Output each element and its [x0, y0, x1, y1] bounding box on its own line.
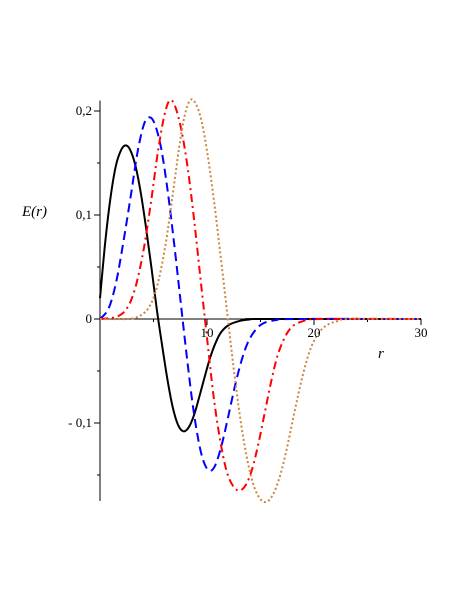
tick-labels: 0,2 0,1 0 - 0,1 10 20 30 — [68, 103, 427, 430]
series-line-2 — [99, 116, 422, 472]
y-tick-label: - 0,1 — [68, 415, 92, 430]
y-axis-label: E(r) — [21, 204, 47, 220]
series-layer — [99, 98, 422, 504]
y-tick-label: 0 — [86, 311, 93, 326]
x-tick-label: 10 — [201, 325, 214, 340]
series-line-3 — [99, 99, 422, 492]
axes — [94, 100, 422, 501]
y-tick-label: 0,1 — [76, 207, 92, 222]
series-line-1 — [99, 144, 422, 433]
series-line-4 — [99, 98, 422, 504]
y-tick-label: 0,2 — [76, 103, 92, 118]
x-axis-label: r — [378, 346, 384, 362]
x-tick-label: 30 — [415, 325, 428, 340]
x-tick-label: 20 — [308, 325, 321, 340]
